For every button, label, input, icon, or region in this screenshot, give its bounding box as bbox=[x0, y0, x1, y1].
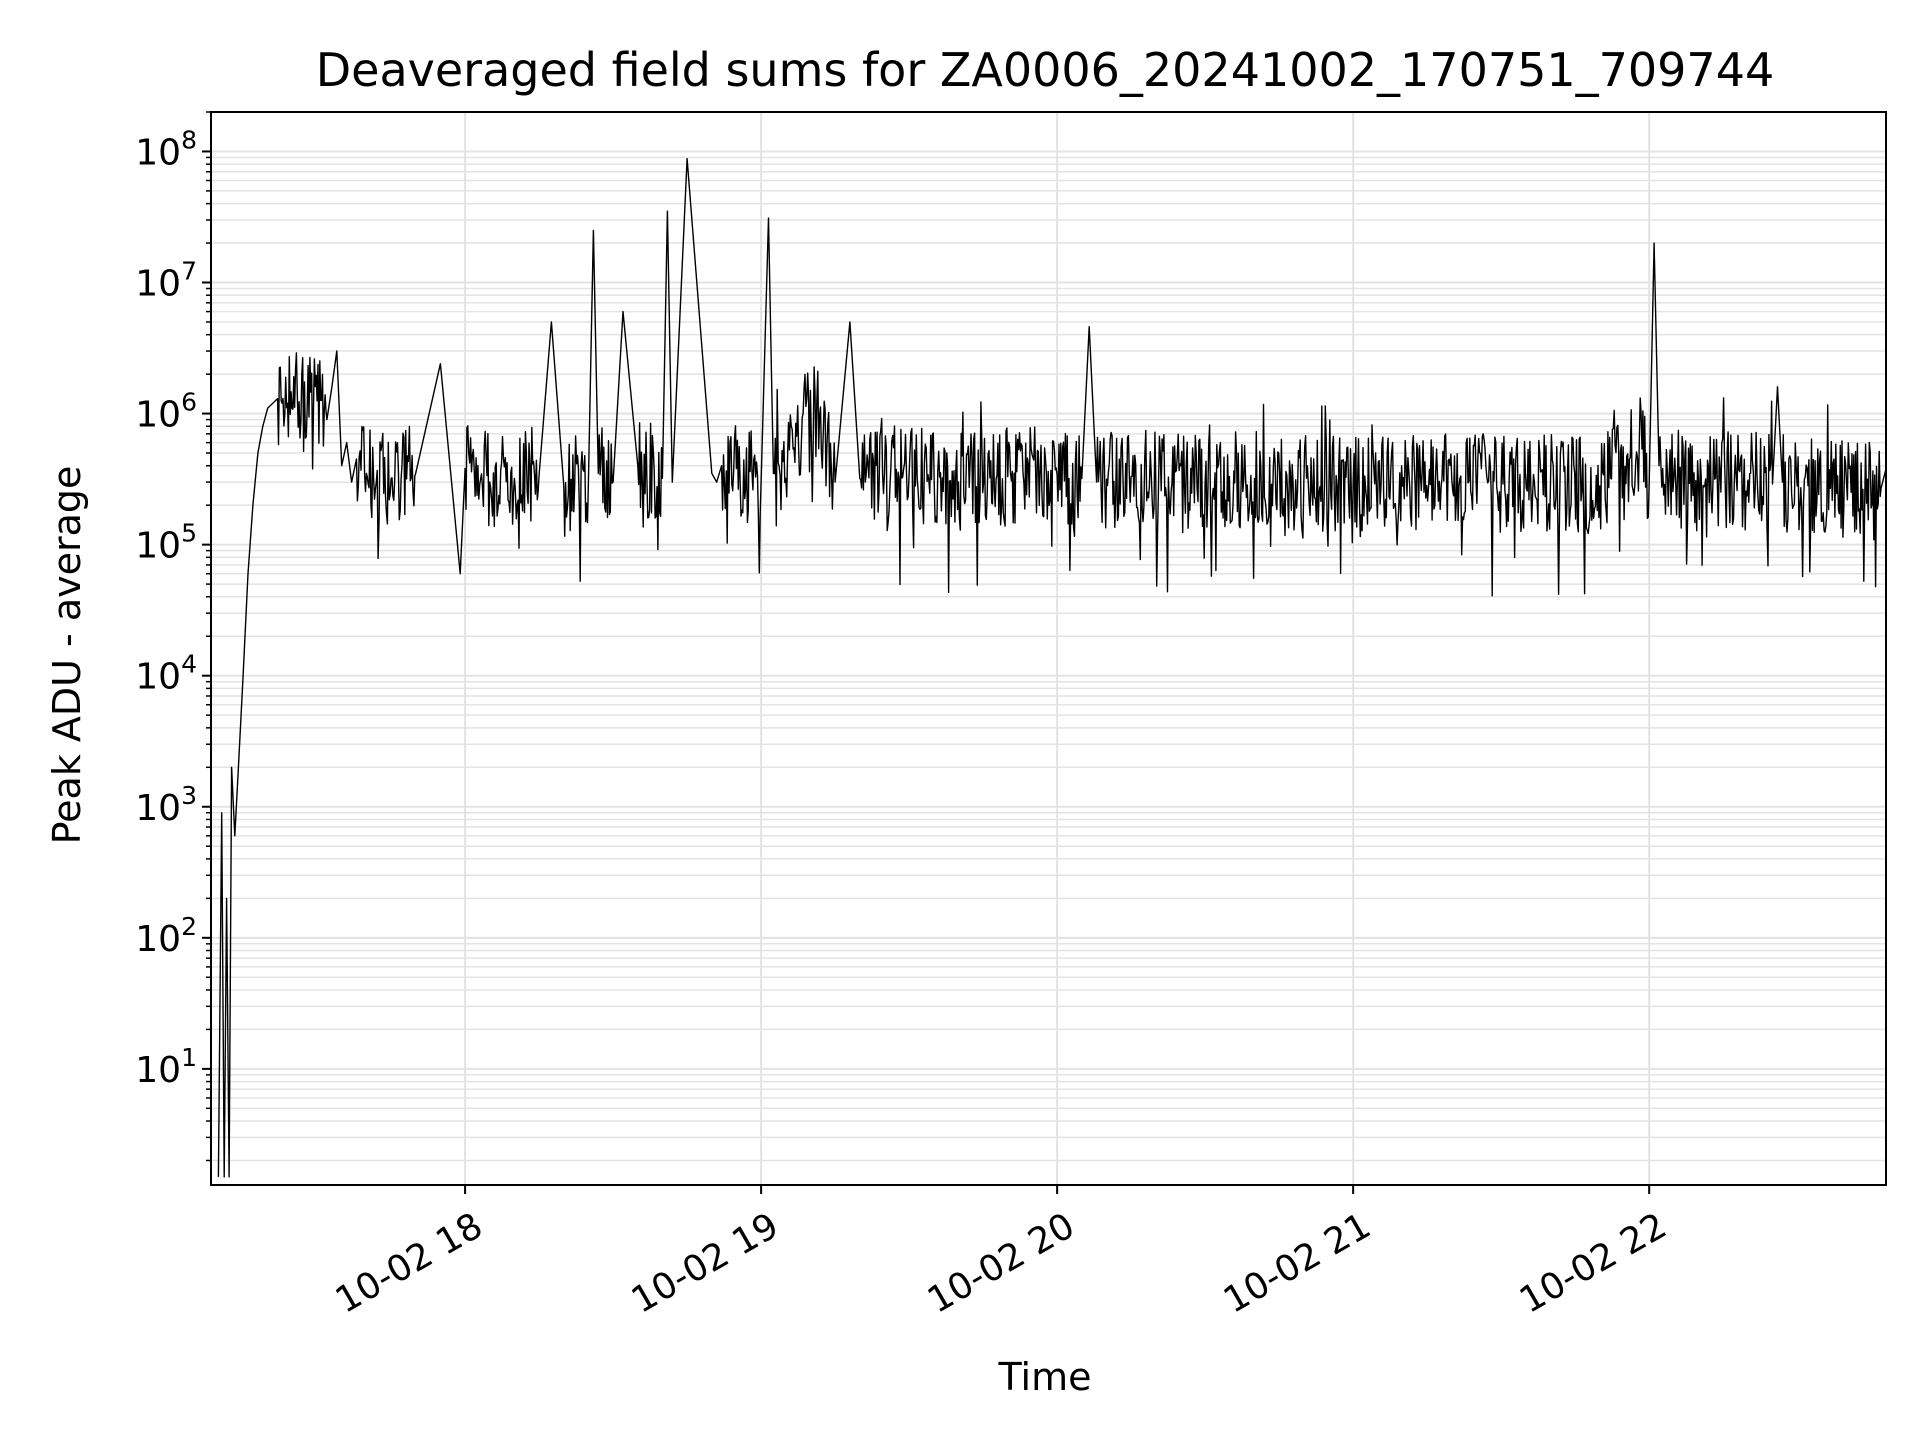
y-axis: 101 102 103 104 105 106 107 108 bbox=[135, 111, 211, 1162]
y-tick-label: 105 bbox=[135, 519, 197, 567]
y-tick-label: 102 bbox=[135, 912, 197, 960]
y-axis-label: Peak ADU - average bbox=[45, 466, 89, 845]
plot-area-frame bbox=[210, 111, 1887, 1186]
y-tick-label: 106 bbox=[135, 388, 197, 436]
y-tick-label: 107 bbox=[135, 257, 197, 305]
series-layer bbox=[217, 158, 1886, 1178]
y-tick-label: 104 bbox=[135, 650, 197, 698]
x-axis-label: Time bbox=[998, 1355, 1092, 1399]
y-tick-label: 103 bbox=[135, 781, 197, 829]
major-gridlines bbox=[211, 112, 1886, 1185]
y-tick-label: 108 bbox=[135, 125, 197, 173]
y-tick-label: 101 bbox=[135, 1043, 197, 1091]
minor-gridlines bbox=[211, 111, 1886, 1162]
series-line bbox=[217, 158, 1886, 1178]
chart-title: Deaveraged field sums for ZA0006_2024100… bbox=[316, 43, 1775, 97]
